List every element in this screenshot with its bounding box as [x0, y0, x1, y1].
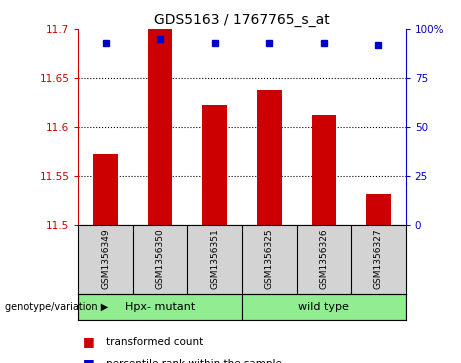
Text: ■: ■ — [83, 357, 95, 363]
Text: GSM1356326: GSM1356326 — [319, 229, 328, 289]
Text: GSM1356350: GSM1356350 — [156, 229, 165, 289]
Text: GSM1356351: GSM1356351 — [210, 229, 219, 289]
Text: ■: ■ — [83, 335, 95, 348]
Bar — [312, 115, 336, 225]
Bar — [148, 29, 172, 225]
Text: Hpx- mutant: Hpx- mutant — [125, 302, 195, 312]
Text: percentile rank within the sample: percentile rank within the sample — [106, 359, 282, 363]
Bar — [78, 294, 242, 320]
Text: transformed count: transformed count — [106, 337, 203, 347]
Bar — [202, 106, 227, 225]
Bar — [242, 294, 406, 320]
Text: GSM1356349: GSM1356349 — [101, 229, 110, 289]
Text: wild type: wild type — [298, 302, 349, 312]
Text: GSM1356325: GSM1356325 — [265, 229, 274, 289]
Text: genotype/variation ▶: genotype/variation ▶ — [5, 302, 108, 312]
Bar — [94, 155, 118, 225]
Text: GSM1356327: GSM1356327 — [374, 229, 383, 289]
Bar — [257, 90, 282, 225]
Bar — [366, 194, 390, 225]
Title: GDS5163 / 1767765_s_at: GDS5163 / 1767765_s_at — [154, 13, 330, 26]
